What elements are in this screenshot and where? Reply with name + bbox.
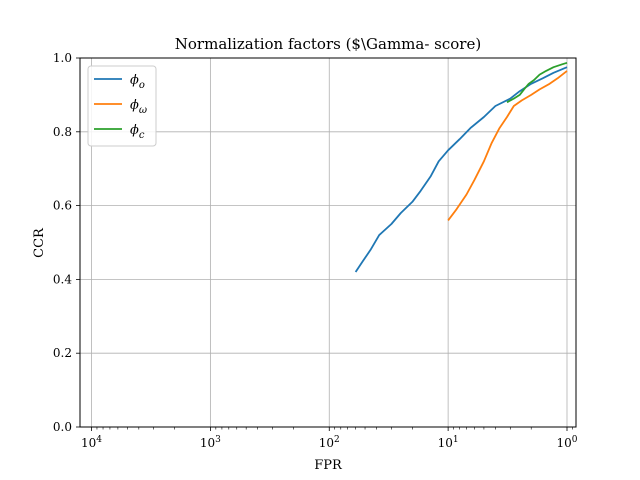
y-axis: 0.0 0.2 0.4 0.6 0.8 1.0 [53, 51, 80, 434]
x-tick-label: 104 [81, 435, 102, 450]
series-line [447, 70, 568, 221]
legend-entry: ϕω [130, 98, 147, 116]
y-tick-label: 1.0 [53, 51, 72, 65]
y-tick-label: 0.8 [53, 125, 72, 139]
y-tick-label: 0.4 [53, 272, 72, 286]
legend-box [87, 65, 157, 147]
plot-frame [79, 57, 577, 428]
series-line [506, 61, 568, 104]
plot-area [79, 57, 577, 428]
x-tick-label: 103 [200, 435, 221, 450]
y-tick-label: 0.2 [53, 346, 72, 360]
legend-entry: ϕc [130, 123, 145, 141]
y-tick-label: 0.0 [53, 420, 72, 434]
legend: ϕo ϕω ϕc [87, 65, 157, 147]
x-axis: 104 103 102 101 100 [81, 427, 578, 450]
x-tick-label: 102 [319, 435, 340, 450]
y-axis-title: CCR [32, 227, 47, 258]
series-layer [354, 61, 568, 273]
x-axis-title: FPR [314, 458, 343, 473]
y-tick-label: 0.6 [53, 199, 72, 213]
x-tick-label: 101 [438, 435, 459, 450]
x-tick-label: 100 [556, 435, 577, 450]
chart-title: Normalization factors ($\Gamma- score) [175, 35, 481, 53]
legend-entry: ϕo [130, 73, 145, 91]
